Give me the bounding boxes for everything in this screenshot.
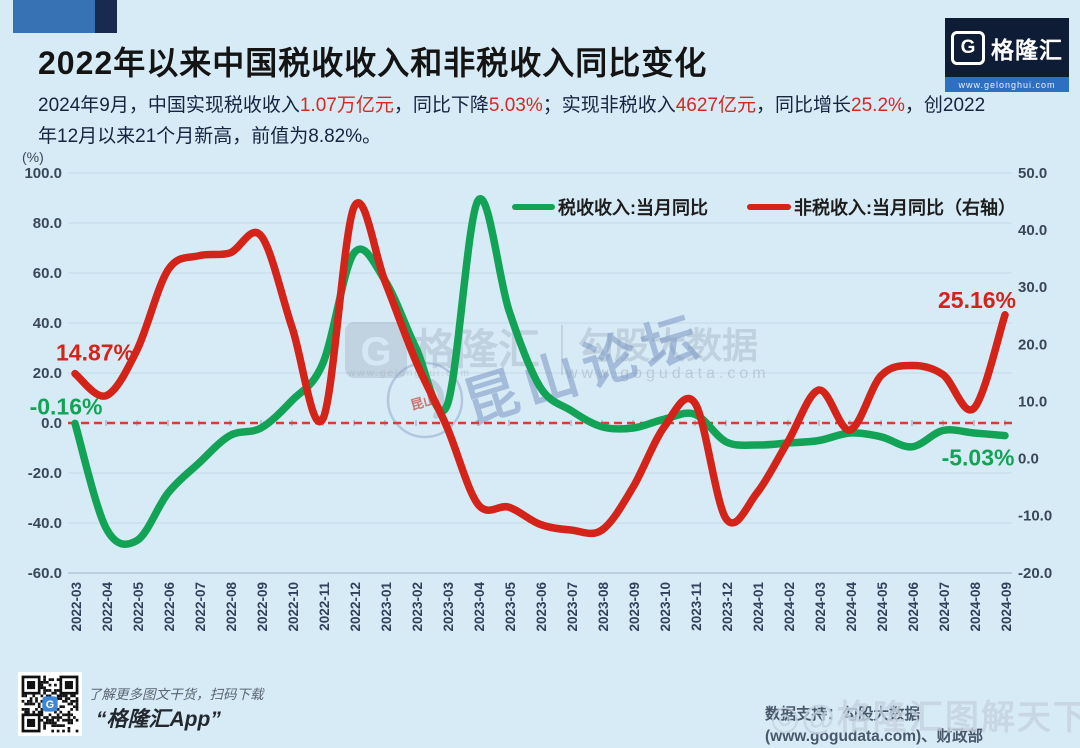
x-axis-label: 2023-03 <box>441 582 456 632</box>
series-line-tax <box>71 194 1009 548</box>
right-axis-tick: 40.0 <box>1018 222 1047 239</box>
x-axis-label: 2022-10 <box>286 582 301 632</box>
qr-code-icon: G <box>18 672 82 736</box>
x-axis-label: 2022-07 <box>193 582 208 632</box>
subtitle-segment: 25.2% <box>851 95 905 116</box>
x-axis-label: 2023-06 <box>534 582 549 632</box>
legend-label: 税收收入:当月同比 <box>558 197 708 218</box>
x-axis-label: 2023-11 <box>689 582 704 631</box>
x-axis-label: 2023-04 <box>472 582 487 632</box>
subtitle-segment: 2024年9月，中国实现税收收入 <box>38 95 300 116</box>
page-title: 2022年以来中国税收收入和非税收入同比变化 <box>38 45 708 81</box>
left-axis-tick: -20.0 <box>28 465 62 482</box>
footer-app-name: “格隆汇App” <box>96 708 221 731</box>
footer-watermark: ◎@格隆汇图解天下 <box>770 699 1080 737</box>
watermark-gogudata-url: www.gogudata.com <box>565 365 770 382</box>
value-annotation: 14.87% <box>56 340 134 366</box>
x-axis-label: 2022-12 <box>348 582 363 632</box>
left-axis-tick: 80.0 <box>33 215 62 232</box>
right-axis-tick: -10.0 <box>1018 508 1052 525</box>
left-axis-tick: -60.0 <box>28 565 62 582</box>
right-axis-tick: 10.0 <box>1018 393 1047 410</box>
x-axis-label: 2024-02 <box>782 582 797 632</box>
watermark-gogudata: 勾股大数据 <box>578 325 758 366</box>
x-axis-label: 2022-04 <box>100 582 115 632</box>
subtitle-segment: 4627亿元 <box>675 95 757 116</box>
data-source-text: 数据支持：勾股大数据(www.gogudata.com)、财政部 <box>765 706 984 745</box>
subtitle-segment: 5.03% <box>488 95 543 116</box>
left-axis-tick: -40.0 <box>28 515 62 532</box>
watermark-gelonghui-url: www.gelonghui.com <box>347 368 471 379</box>
line-chart: (%)100.0 80.0 60.0 40.0 20.0 0.0 -20.0 -40.0 -60… <box>22 150 1052 632</box>
x-axis-label: 2024-03 <box>813 582 828 632</box>
gelonghui-logo-icon: G <box>951 30 985 65</box>
left-axis-tick: 100.0 <box>24 165 62 182</box>
subtitle-segment: ，创2022年12月以来21个月新高，前值为8.82%。 <box>38 95 986 147</box>
value-annotation: -5.03% <box>942 445 1015 471</box>
subtitle-segment: ，同比下降 <box>393 95 489 116</box>
x-axis-label: 2022-06 <box>162 582 177 632</box>
x-axis-label: 2024-05 <box>875 582 890 632</box>
x-axis-label: 2022-11 <box>317 582 332 631</box>
x-axis-label: 2023-09 <box>627 582 642 632</box>
x-axis-label: 2023-08 <box>596 582 611 632</box>
x-axis-label: 2024-06 <box>906 582 921 632</box>
left-axis-tick: 20.0 <box>33 365 62 382</box>
footer-tip: 了解更多图文干货，扫码下载 <box>88 687 264 702</box>
x-axis-label: 2024-01 <box>751 582 766 632</box>
right-axis-tick: -20.0 <box>1018 565 1052 582</box>
x-axis-label: 2024-04 <box>844 582 859 632</box>
subtitle: 2024年9月，中国实现税收收入1.07万亿元，同比下降5.03%；实现非税收入… <box>38 90 998 152</box>
gelonghui-logo-text: 格隆汇 <box>991 36 1063 63</box>
left-axis-tick: 40.0 <box>33 315 62 332</box>
series-line-nontax <box>71 199 1009 538</box>
x-axis-label: 2022-05 <box>131 582 146 632</box>
right-axis-tick: 20.0 <box>1018 336 1047 353</box>
x-axis-label: 2023-05 <box>503 582 518 632</box>
watermark-g-letter: G <box>360 330 391 374</box>
x-axis-label: 2023-02 <box>410 582 425 632</box>
x-axis-label: 2023-01 <box>379 582 394 632</box>
svg-text:G: G <box>46 699 54 711</box>
x-axis-label: 2023-12 <box>720 582 735 632</box>
x-axis-label: 2022-03 <box>69 582 84 632</box>
gelonghui-logo: G 格隆汇 www.gelonghui.com <box>945 18 1069 92</box>
right-axis-tick: 30.0 <box>1018 279 1047 296</box>
legend-label: 非税收入:当月同比（右轴） <box>794 197 1016 218</box>
subtitle-segment: ，同比增长 <box>756 95 852 116</box>
watermark-g-icon <box>345 322 407 378</box>
gelonghui-logo-url: www.gelonghui.com <box>945 77 1069 92</box>
right-axis-tick: 0.0 <box>1018 451 1039 468</box>
x-axis-label: 2023-07 <box>565 582 580 632</box>
header-decor-navy <box>95 0 117 33</box>
left-axis-tick: 0.0 <box>41 415 62 432</box>
value-annotation: 25.16% <box>938 287 1016 313</box>
left-axis-unit: (%) <box>22 150 44 165</box>
value-annotation: -0.16% <box>30 393 103 419</box>
x-axis-label: 2022-09 <box>255 582 270 632</box>
x-axis-label: 2022-08 <box>224 582 239 632</box>
left-axis-tick: 60.0 <box>33 265 62 282</box>
subtitle-segment: 1.07万亿元 <box>299 95 394 116</box>
header-decor-blue <box>13 0 95 33</box>
subtitle-segment: ；实现非税收入 <box>542 95 676 116</box>
x-axis-label: 2024-08 <box>968 582 983 632</box>
right-axis-tick: 50.0 <box>1018 165 1047 182</box>
x-axis-label: 2023-10 <box>658 582 673 632</box>
x-axis-label: 2024-07 <box>937 582 952 632</box>
x-axis-label: 2024-09 <box>999 582 1014 632</box>
